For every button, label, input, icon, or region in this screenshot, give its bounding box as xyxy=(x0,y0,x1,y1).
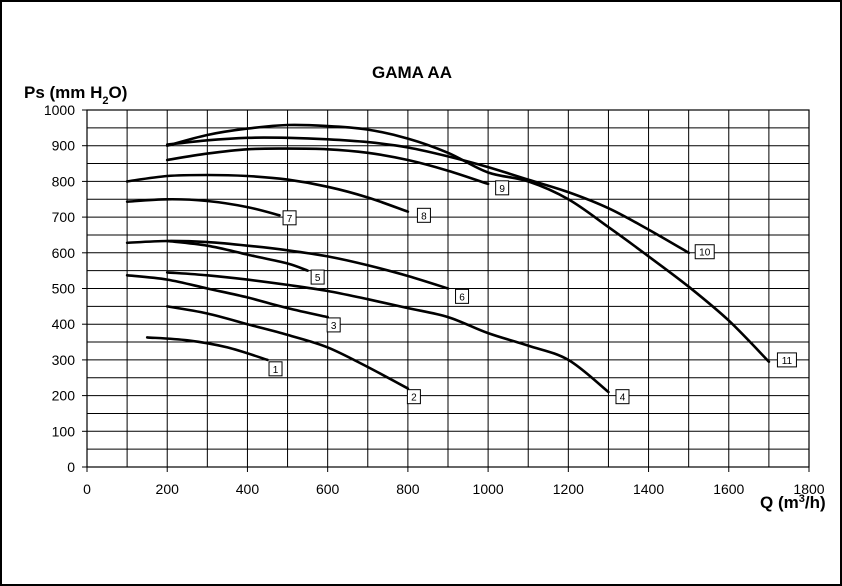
fan-curves xyxy=(125,123,771,394)
curve-label-text: 6 xyxy=(459,292,465,303)
curve-2 xyxy=(165,305,410,390)
curve-label-4: 4 xyxy=(615,389,630,405)
curve-label-1: 1 xyxy=(268,361,283,377)
curve-label-text: 3 xyxy=(331,321,337,332)
curve-label-text: 5 xyxy=(315,273,321,284)
y-tick-label: 100 xyxy=(52,423,76,439)
curve-label-text: 11 xyxy=(782,356,793,367)
y-tick-label: 500 xyxy=(52,281,76,297)
curve-label-8: 8 xyxy=(416,207,431,223)
y-tick-label: 800 xyxy=(52,173,76,189)
x-tick-label: 0 xyxy=(83,481,91,497)
curve-label-box xyxy=(310,269,325,285)
curve-label-text: 4 xyxy=(620,393,626,404)
curve-5 xyxy=(165,239,309,272)
curve-label-7: 7 xyxy=(282,210,297,226)
curve-label-box xyxy=(406,389,421,405)
y-tick-label: 900 xyxy=(52,138,76,154)
curve-10 xyxy=(165,136,690,255)
curve-label-5: 5 xyxy=(310,269,325,285)
curve-3 xyxy=(125,274,329,319)
curve-label-text: 8 xyxy=(421,211,427,222)
curve-label-3: 3 xyxy=(326,317,341,333)
curve-label-9: 9 xyxy=(495,180,510,196)
x-tick-label: 1400 xyxy=(633,481,664,497)
curve-label-text: 9 xyxy=(499,184,505,195)
x-tick-label: 800 xyxy=(396,481,420,497)
y-tick-label: 300 xyxy=(52,352,76,368)
curve-label-text: 2 xyxy=(411,393,417,404)
curve-label-box xyxy=(495,180,510,196)
x-tick-label: 1200 xyxy=(553,481,584,497)
curve-label-box xyxy=(416,207,431,223)
x-tick-label: 1600 xyxy=(713,481,744,497)
curve-label-text: 1 xyxy=(273,365,279,376)
curve-7 xyxy=(125,197,281,217)
curve-label-box xyxy=(776,352,797,368)
curve-4 xyxy=(165,271,610,394)
curve-label-10: 10 xyxy=(694,244,715,260)
grid xyxy=(86,109,810,468)
curve-label-11: 11 xyxy=(776,352,797,368)
curve-label-box xyxy=(694,244,715,260)
y-tick-label: 0 xyxy=(67,459,75,475)
curve-label-box xyxy=(326,317,341,333)
curve-label-text: 10 xyxy=(699,248,711,259)
curve-6 xyxy=(125,239,450,290)
y-tick-label: 600 xyxy=(52,245,76,261)
curve-label-6: 6 xyxy=(455,288,470,304)
x-axis-label: Q (m3/h) xyxy=(760,493,826,512)
y-tick-label: 700 xyxy=(52,209,76,225)
x-tick-label: 200 xyxy=(156,481,180,497)
y-tick-label: 1000 xyxy=(44,102,75,118)
tick-labels: 0 200 400 600 800 1000 1200 1400 1600 18000100200… xyxy=(44,102,825,497)
curve-label-text: 7 xyxy=(287,214,293,225)
x-tick-label: 600 xyxy=(316,481,340,497)
y-axis-label: Ps (mm H2O) xyxy=(24,83,127,107)
y-tick-label: 400 xyxy=(52,316,76,332)
curve-8 xyxy=(125,173,410,213)
curve-label-box xyxy=(455,288,470,304)
chart-title: GAMA AA xyxy=(372,63,452,82)
curve-labels: 1 2 3 4 5 6 7 8 9 10 11 xyxy=(268,180,797,405)
x-tick-label: 400 xyxy=(236,481,260,497)
x-tick-label: 1000 xyxy=(473,481,504,497)
curve-11 xyxy=(165,123,771,363)
curve-9 xyxy=(165,147,490,186)
curve-label-box xyxy=(282,210,297,226)
curve-label-box xyxy=(268,361,283,377)
curve-label-box xyxy=(615,389,630,405)
curve-1 xyxy=(145,336,269,362)
curve-label-2: 2 xyxy=(406,389,421,405)
y-tick-label: 200 xyxy=(52,388,76,404)
x-tick-label: 1800 xyxy=(793,481,824,497)
